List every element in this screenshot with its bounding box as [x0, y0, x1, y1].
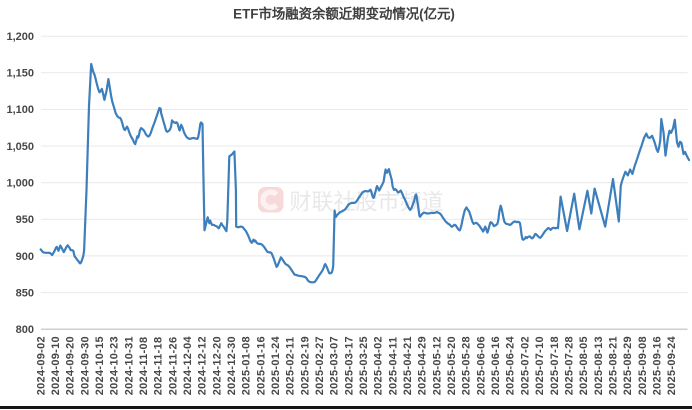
svg-text:1,000: 1,000 [6, 178, 34, 190]
svg-text:2025-07-02: 2025-07-02 [519, 336, 531, 395]
svg-text:2025-06-24: 2025-06-24 [505, 335, 517, 395]
svg-text:2024-10-15: 2024-10-15 [94, 336, 106, 395]
svg-text:2024-12-12: 2024-12-12 [197, 336, 209, 395]
svg-text:2025-08-29: 2025-08-29 [622, 336, 634, 395]
svg-text:2024-12-30: 2024-12-30 [226, 336, 238, 395]
svg-text:2024-09-10: 2024-09-10 [50, 336, 62, 395]
svg-text:2024-11-08: 2024-11-08 [138, 337, 150, 396]
svg-text:2024-12-04: 2024-12-04 [182, 335, 194, 395]
svg-text:2025-03-25: 2025-03-25 [358, 336, 370, 395]
svg-text:2025-07-18: 2025-07-18 [549, 336, 561, 395]
svg-text:1,050: 1,050 [6, 141, 34, 153]
svg-text:2025-03-07: 2025-03-07 [329, 336, 341, 395]
svg-text:财联社股市频道: 财联社股市频道 [290, 190, 444, 215]
svg-text:2025-06-16: 2025-06-16 [490, 336, 502, 395]
svg-text:2025-01-16: 2025-01-16 [255, 336, 267, 395]
svg-text:2024-12-20: 2024-12-20 [211, 336, 223, 395]
svg-text:2025-09-08: 2025-09-08 [637, 336, 649, 395]
svg-text:2025-04-02: 2025-04-02 [373, 336, 385, 395]
svg-text:2024-09-20: 2024-09-20 [65, 336, 77, 395]
svg-text:1,200: 1,200 [6, 31, 34, 43]
svg-text:2025-06-06: 2025-06-06 [475, 336, 487, 395]
svg-text:2025-09-24: 2025-09-24 [666, 335, 678, 395]
svg-text:2024-11-18: 2024-11-18 [153, 337, 165, 396]
svg-text:2025-04-11: 2025-04-11 [387, 337, 399, 396]
svg-text:2025-07-28: 2025-07-28 [563, 336, 575, 395]
svg-text:2024-11-26: 2024-11-26 [167, 337, 179, 396]
svg-text:900: 900 [16, 251, 34, 263]
svg-text:2025-09-16: 2025-09-16 [651, 336, 663, 395]
svg-text:1,100: 1,100 [6, 104, 34, 116]
svg-text:2025-02-27: 2025-02-27 [314, 336, 326, 395]
svg-text:2025-05-20: 2025-05-20 [446, 336, 458, 395]
svg-text:2025-05-12: 2025-05-12 [431, 336, 443, 395]
svg-text:2025-02-11: 2025-02-11 [285, 337, 297, 396]
svg-text:2025-01-08: 2025-01-08 [241, 336, 253, 395]
svg-text:1,150: 1,150 [6, 68, 34, 80]
svg-text:2025-04-21: 2025-04-21 [402, 336, 414, 395]
svg-text:2025-03-17: 2025-03-17 [343, 336, 355, 395]
svg-text:800: 800 [16, 324, 34, 336]
svg-text:2025-01-24: 2025-01-24 [270, 335, 282, 395]
svg-text:2025-08-05: 2025-08-05 [578, 336, 590, 395]
svg-text:2024-10-23: 2024-10-23 [109, 336, 121, 395]
svg-text:2025-08-13: 2025-08-13 [593, 336, 605, 395]
svg-text:2025-07-10: 2025-07-10 [534, 336, 546, 395]
svg-text:2025-02-19: 2025-02-19 [299, 336, 311, 395]
svg-text:950: 950 [16, 214, 34, 226]
svg-text:ETF市场融资余额近期变动情况(亿元): ETF市场融资余额近期变动情况(亿元) [233, 6, 455, 22]
svg-text:850: 850 [16, 287, 34, 299]
svg-text:2025-05-28: 2025-05-28 [461, 336, 473, 395]
svg-text:2025-04-29: 2025-04-29 [417, 336, 429, 395]
svg-text:2025-08-21: 2025-08-21 [607, 336, 619, 395]
svg-text:2024-09-02: 2024-09-02 [35, 336, 47, 395]
svg-text:2024-09-30: 2024-09-30 [79, 336, 91, 395]
svg-text:2024-10-31: 2024-10-31 [123, 336, 135, 395]
